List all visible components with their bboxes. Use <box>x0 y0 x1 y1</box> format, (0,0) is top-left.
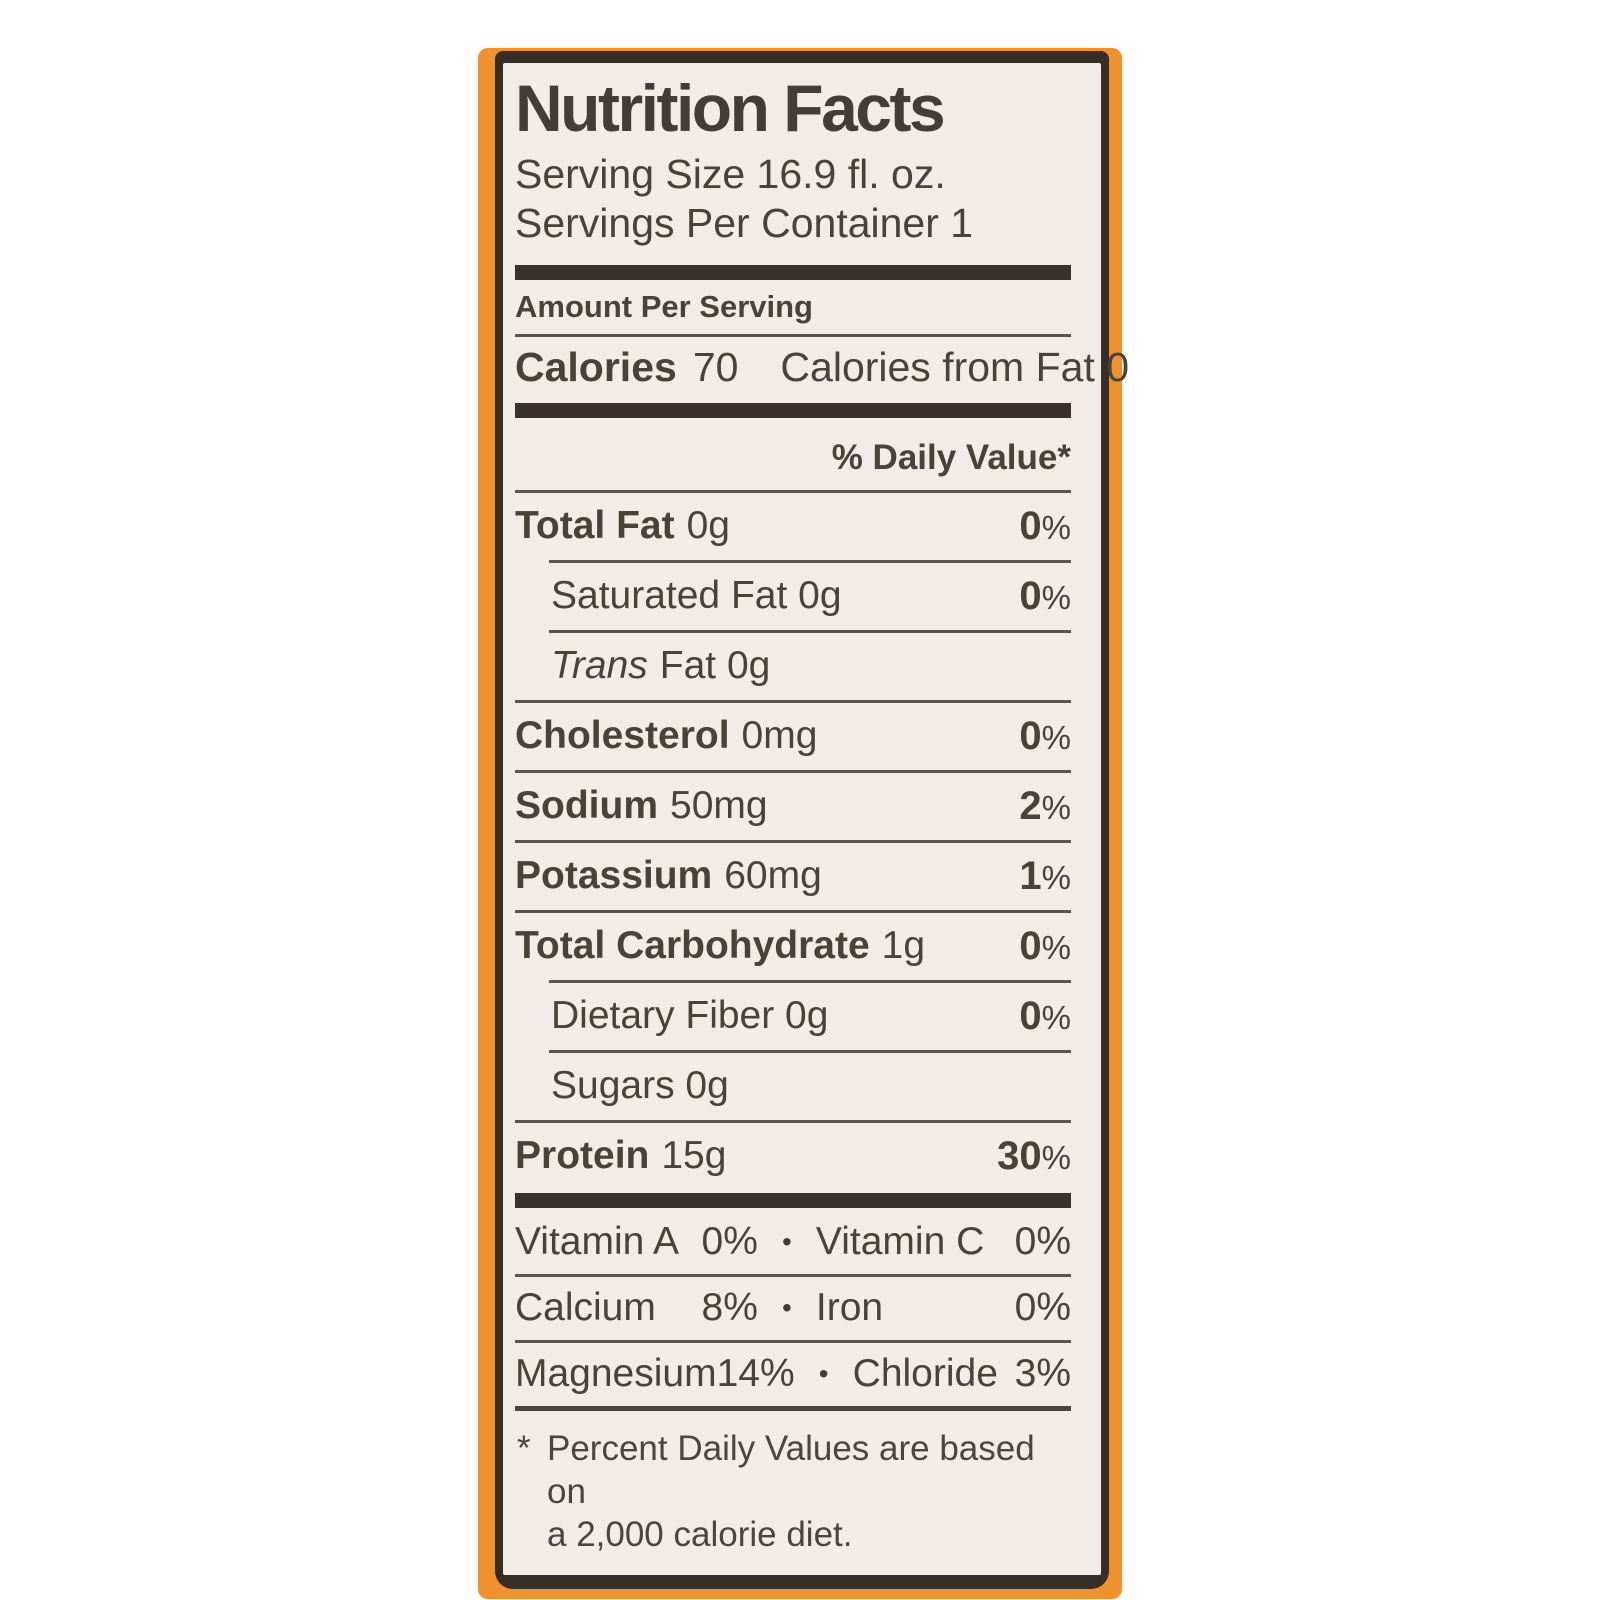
nutrient-row-protein: Protein 15g 30% <box>515 1123 1071 1190</box>
rule-indented <box>549 1049 1071 1053</box>
thick-divider-top <box>515 264 1071 280</box>
nutrient-name: Saturated Fat 0g <box>551 574 842 618</box>
nutrient-amount: 50mg <box>670 784 768 828</box>
rule <box>515 909 1071 913</box>
daily-value: 2% <box>1019 783 1071 828</box>
nutrient-row-trans-fat: Trans Fat 0g <box>515 633 1071 700</box>
nutrient-amount: 1g <box>881 924 926 968</box>
nutrient-name: Total Fat <box>515 504 675 548</box>
nutrient-row-potassium: Potassium 60mg 1% <box>515 843 1071 910</box>
label-border: Nutrition Facts Serving Size 16.9 fl. oz… <box>495 51 1129 1589</box>
nutrient-amount: 0mg <box>741 714 818 758</box>
calories-value: 70 <box>692 344 739 391</box>
bullet-separator-icon: • <box>782 1226 792 1258</box>
label-panel: Nutrition Facts Serving Size 16.9 fl. oz… <box>503 63 1129 1575</box>
serving-info: Serving Size 16.9 fl. oz. Servings Per C… <box>515 150 1071 248</box>
amount-per-serving: Amount Per Serving <box>515 288 813 324</box>
micronutrient-value: 0% <box>1014 1286 1071 1330</box>
nutrient-name: Protein <box>515 1134 650 1178</box>
nutrient-row-saturated-fat: Saturated Fat 0g 0% <box>515 563 1071 630</box>
micronutrient-name: Iron <box>815 1286 884 1330</box>
nutrient-row-sugars: Sugars 0g <box>515 1053 1071 1120</box>
footnote: * Percent Daily Values are based on a 2,… <box>515 1411 1071 1563</box>
nutrient-row-total-fat: Total Fat 0g 0% <box>515 493 1071 560</box>
footnote-line2: a 2,000 calorie diet. <box>547 1515 853 1555</box>
nutrient-row-sodium: Sodium 50mg 2% <box>515 773 1071 840</box>
rule-indented <box>549 979 1071 983</box>
nutrient-name: Potassium <box>515 854 713 898</box>
bullet-separator-icon: • <box>818 1358 829 1390</box>
rule <box>515 333 1071 337</box>
daily-value: 0% <box>1019 923 1071 968</box>
servings-per-container: Servings Per Container 1 <box>515 200 974 247</box>
micronutrient-name: Chloride <box>852 1352 998 1396</box>
micronutrient-name: Vitamin A <box>515 1220 680 1264</box>
micronutrient-row-calcium-iron: Calcium 8% • Iron 0% <box>515 1277 1071 1340</box>
rule <box>515 489 1071 493</box>
micronutrient-value: 8% <box>701 1286 758 1330</box>
daily-value: 0% <box>1019 573 1071 618</box>
micronutrient-name: Vitamin C <box>815 1220 985 1264</box>
daily-value: 0% <box>1019 503 1071 548</box>
nutrient-amount: 60mg <box>724 854 822 898</box>
bullet-separator-icon: • <box>782 1292 792 1324</box>
daily-value: 30% <box>997 1133 1071 1178</box>
rule <box>515 1273 1071 1277</box>
nutrient-amount: Fat 0g <box>659 644 771 688</box>
rule <box>515 769 1071 773</box>
label-title: Nutrition Facts <box>515 71 946 145</box>
thick-divider <box>515 402 1071 418</box>
micronutrient-name: Calcium <box>515 1286 656 1330</box>
nutrient-name: Cholesterol <box>515 714 730 758</box>
rule-medium <box>515 1405 1071 1411</box>
rule-indented <box>549 559 1071 563</box>
nutrient-row-dietary-fiber: Dietary Fiber 0g 0% <box>515 983 1071 1050</box>
nutrient-amount: 0g <box>686 504 730 548</box>
serving-size: Serving Size 16.9 fl. oz. <box>515 151 946 198</box>
micronutrient-row-magnesium-chloride: Magnesium 14% • Chloride 3% <box>515 1343 1071 1406</box>
micronutrient-value: 0% <box>1014 1220 1071 1264</box>
micronutrient-value: 0% <box>701 1220 758 1264</box>
nutrition-label: Nutrition Facts Serving Size 16.9 fl. oz… <box>478 48 1129 1599</box>
micronutrient-row-vitamins: Vitamin A 0% • Vitamin C 0% <box>515 1211 1071 1274</box>
daily-value: 0% <box>1019 993 1071 1038</box>
rule <box>515 699 1071 703</box>
daily-value: 1% <box>1019 853 1071 898</box>
nutrient-name: Trans <box>551 644 648 688</box>
nutrient-name: Dietary Fiber 0g <box>551 994 829 1038</box>
nutrient-name: Sugars 0g <box>551 1064 729 1108</box>
rule <box>515 1339 1071 1343</box>
micronutrient-value: 3% <box>1014 1352 1071 1396</box>
calories-label: Calories <box>515 344 677 391</box>
nutrient-row-cholesterol: Cholesterol 0mg 0% <box>515 703 1071 770</box>
thick-divider-bottom <box>515 1192 1071 1208</box>
calories-from-fat: Calories from Fat 0 <box>780 344 1130 391</box>
rule <box>515 839 1071 843</box>
footnote-line1: Percent Daily Values are based on <box>547 1428 1035 1512</box>
calories-row: Calories 70 Calories from Fat 0 <box>515 337 1129 399</box>
micronutrient-value: 14% <box>716 1352 795 1396</box>
daily-value: 0% <box>1019 713 1071 758</box>
rule-indented <box>549 629 1071 633</box>
nutrient-name: Total Carbohydrate <box>515 924 870 968</box>
nutrient-amount: 15g <box>661 1134 727 1178</box>
nutrient-row-total-carbohydrate: Total Carbohydrate 1g 0% <box>515 913 1071 980</box>
rule <box>515 1119 1071 1123</box>
footnote-asterisk: * <box>517 1428 531 1468</box>
micronutrient-name: Magnesium <box>515 1352 717 1396</box>
nutrient-name: Sodium <box>515 784 658 828</box>
daily-value-header: % Daily Value* <box>831 437 1071 477</box>
